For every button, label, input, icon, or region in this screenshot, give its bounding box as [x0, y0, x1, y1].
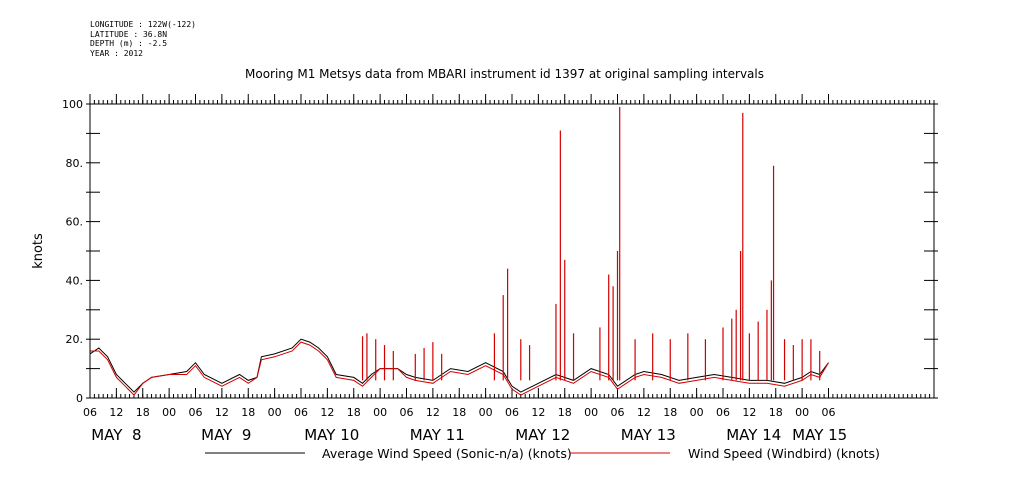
- legend-label-windbird: Wind Speed (Windbird) (knots): [688, 446, 880, 461]
- x-day-label: MAY 11: [410, 426, 465, 444]
- chart-title: Mooring M1 Metsys data from MBARI instru…: [245, 67, 764, 81]
- x-tick-label: 12: [531, 406, 545, 419]
- x-day-label: MAY 8: [91, 426, 141, 444]
- y-axis-label: knots: [31, 233, 46, 269]
- x-tick-label: 00: [162, 406, 176, 419]
- y-tick-label: 20.: [66, 333, 84, 346]
- x-tick-label: 18: [663, 406, 677, 419]
- x-tick-label: 06: [83, 406, 97, 419]
- x-tick-label: 12: [637, 406, 651, 419]
- series-line-sonic: [89, 338, 829, 393]
- y-tick-label: 60.: [66, 216, 84, 229]
- longitude-label: LONGITUDE : 122W(-122): [90, 20, 196, 29]
- x-tick-label: 18: [241, 406, 255, 419]
- series-line-windbird: [90, 341, 829, 396]
- x-tick-label: 06: [505, 406, 519, 419]
- x-tick-label: 00: [268, 406, 282, 419]
- x-tick-label: 06: [400, 406, 414, 419]
- x-tick-label: 12: [109, 406, 123, 419]
- x-tick-label: 00: [479, 406, 493, 419]
- x-tick-label: 06: [611, 406, 625, 419]
- x-tick-label: 12: [426, 406, 440, 419]
- x-tick-label: 06: [716, 406, 730, 419]
- legend: Average Wind Speed (Sonic-n/a) (knots) W…: [205, 446, 880, 461]
- y-tick-label: 100: [62, 98, 83, 111]
- x-tick-label: 18: [452, 406, 466, 419]
- x-tick-label: 18: [136, 406, 150, 419]
- x-tick-label: 12: [742, 406, 756, 419]
- x-day-label: MAY 10: [304, 426, 359, 444]
- x-tick-label: 18: [347, 406, 361, 419]
- depth-label: DEPTH (m) : -2.5: [90, 39, 168, 48]
- x-tick-label: 06: [294, 406, 308, 419]
- y-tick-label: 80.: [66, 157, 84, 170]
- y-tick-label: 0: [76, 392, 83, 405]
- x-day-label: MAY 9: [201, 426, 251, 444]
- tick-layer: 0 20. 40. 60. 80. 100 06 12 18 00 06 12 18 00 06 12 18 00…: [62, 94, 938, 444]
- x-tick-label: 00: [584, 406, 598, 419]
- x-day-label: MAY 14: [726, 426, 781, 444]
- legend-label-sonic: Average Wind Speed (Sonic-n/a) (knots): [322, 446, 572, 461]
- x-day-label: MAY 15: [792, 426, 847, 444]
- x-tick-label: 00: [690, 406, 704, 419]
- x-tick-label: 00: [373, 406, 387, 419]
- x-day-label: MAY 13: [621, 426, 676, 444]
- x-tick-label: 06: [822, 406, 836, 419]
- x-day-label: MAY 12: [515, 426, 570, 444]
- plot-frame: [89, 103, 935, 399]
- x-tick-label: 12: [320, 406, 334, 419]
- x-tick-label: 06: [189, 406, 203, 419]
- x-tick-label: 12: [215, 406, 229, 419]
- series-layer: [89, 106, 829, 396]
- x-tick-label: 18: [769, 406, 783, 419]
- year-label: YEAR : 2012: [90, 48, 143, 58]
- latitude-label: LATITUDE : 36.8N: [90, 29, 168, 39]
- station-metadata: LONGITUDE : 122W(-122) LATITUDE : 36.8N …: [90, 20, 196, 58]
- x-tick-label: 00: [795, 406, 809, 419]
- y-tick-label: 40.: [66, 274, 84, 287]
- x-tick-label: 18: [558, 406, 572, 419]
